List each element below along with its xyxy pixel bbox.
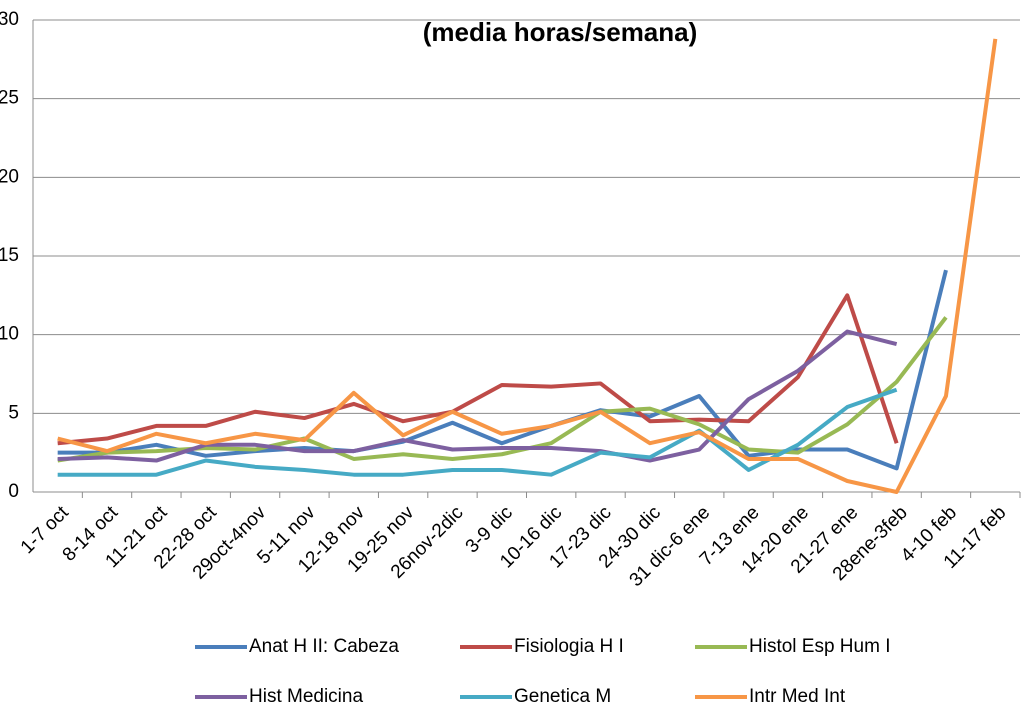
legend-label: Anat H II: Cabeza	[249, 636, 399, 657]
y-tick-label: 15	[0, 245, 19, 266]
series-line	[57, 293, 899, 446]
chart-title: (media horas/semana)	[423, 17, 698, 47]
legend-label: Fisiologia H I	[514, 636, 624, 657]
series-line	[57, 269, 948, 471]
series-line	[57, 38, 998, 494]
series-line	[57, 316, 948, 463]
y-tick-label: 0	[8, 481, 19, 502]
y-tick-label: 5	[8, 402, 19, 423]
y-tick-label: 30	[0, 9, 19, 30]
y-tick-label: 10	[0, 324, 19, 345]
legend-label: Intr Med Int	[749, 686, 846, 706]
legend-label: Hist Medicina	[249, 686, 363, 706]
y-tick-label: 20	[0, 166, 19, 187]
series-line	[57, 387, 898, 477]
legend-label: Histol Esp Hum I	[749, 636, 890, 657]
y-tick-label: 25	[0, 88, 19, 109]
series-line	[57, 329, 898, 463]
legend-label: Genetica M	[514, 686, 611, 706]
